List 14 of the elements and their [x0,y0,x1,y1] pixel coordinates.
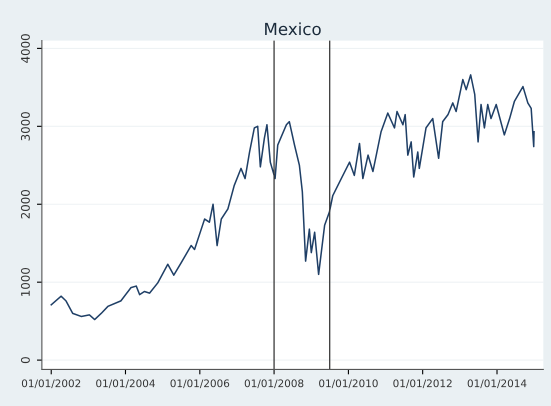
chart-title: Mexico [265,22,321,36]
y-tick-label: 1000 [20,268,30,296]
line-series [50,74,535,320]
y-tick-label: 3000 [20,112,30,140]
x-tick-label: 01/01/2012 [393,379,452,388]
x-tick-label: 01/01/2014 [468,379,526,388]
x-tick-label: 01/01/2006 [170,379,230,388]
y-tick-label: 2000 [20,190,30,218]
x-tick-label: 01/01/2008 [244,379,304,388]
x-tick-label: 01/01/2002 [22,379,80,388]
x-tick-label: 01/01/2010 [319,379,378,388]
y-tick-label: 4000 [20,34,30,63]
x-tick-label: 01/01/2004 [96,379,155,388]
y-tick-label: 0 [20,357,30,364]
